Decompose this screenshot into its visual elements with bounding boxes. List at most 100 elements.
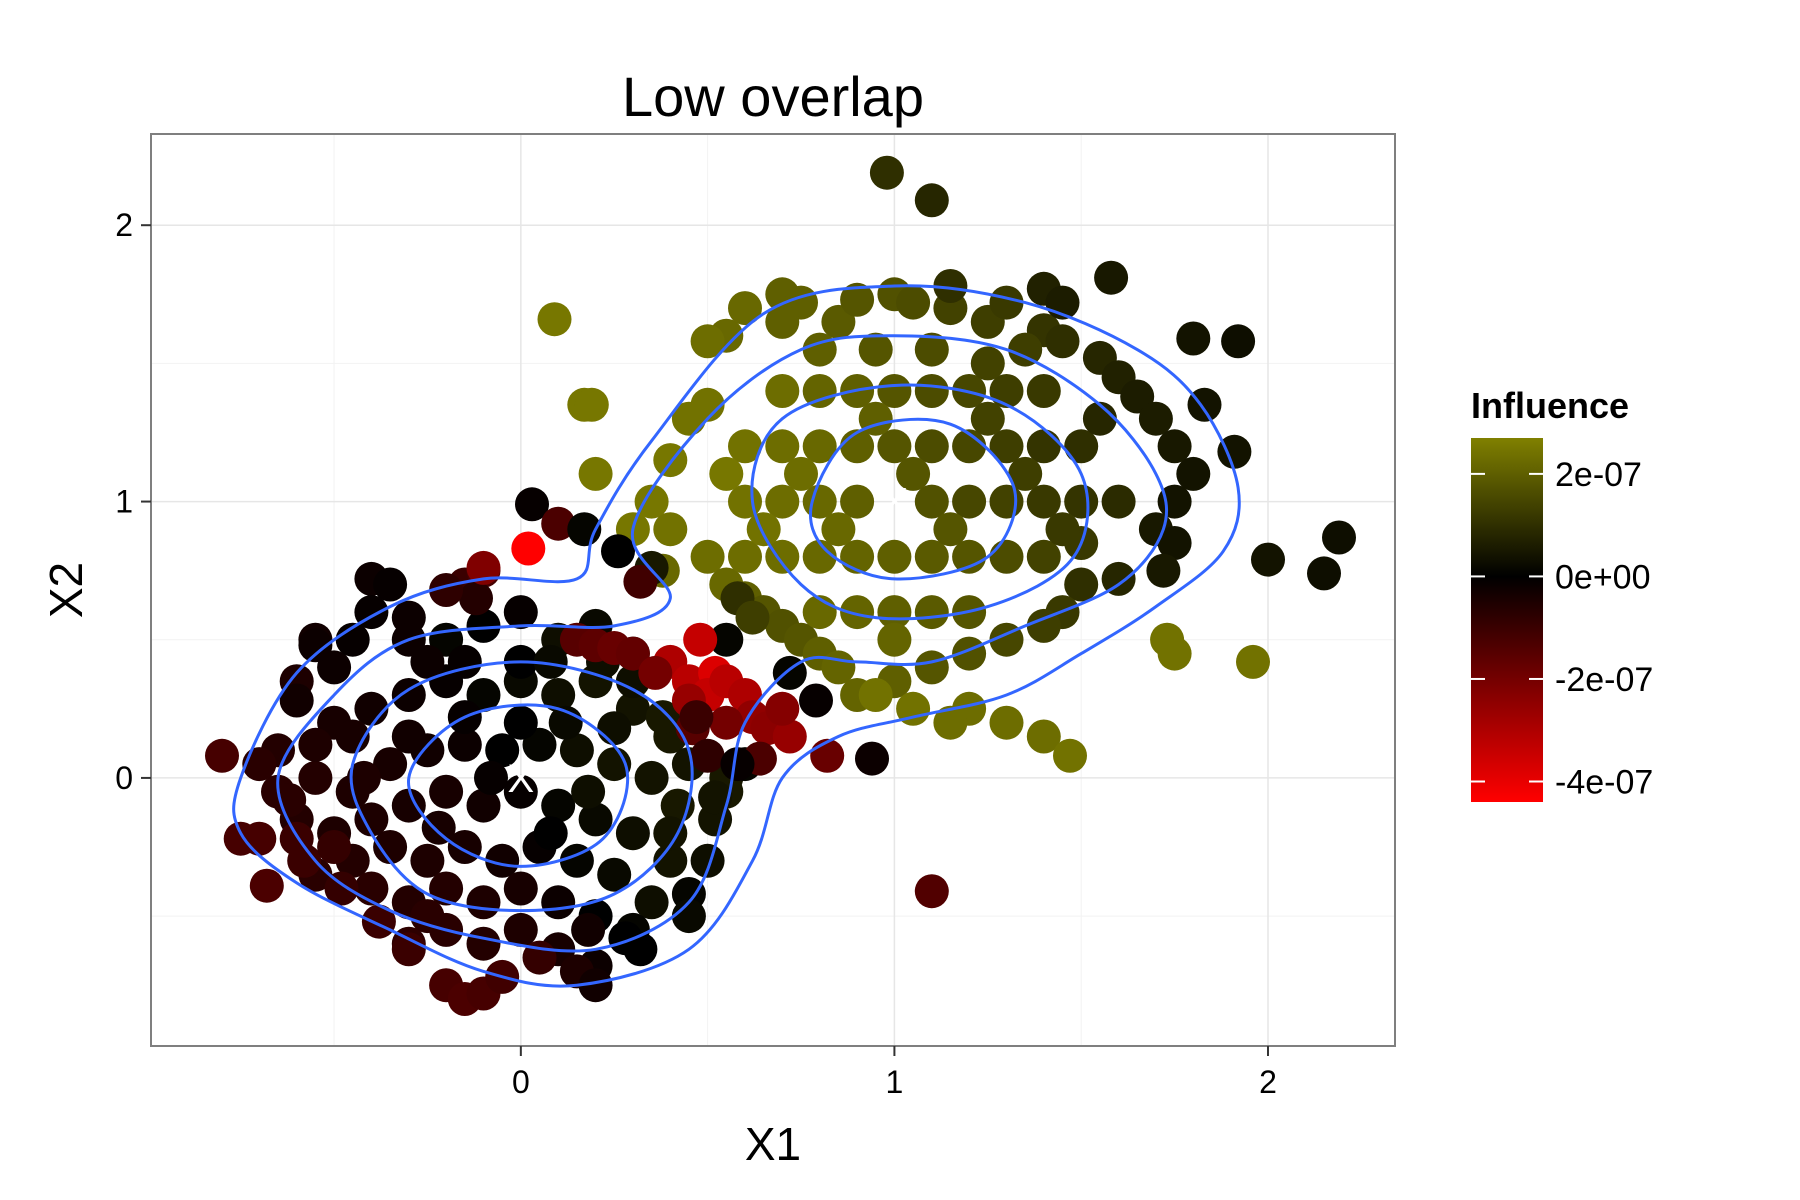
- data-point: [802, 374, 837, 408]
- x-tick-label: 1: [886, 1064, 904, 1100]
- data-point: [728, 539, 762, 574]
- legend-tick-label: 2e-07: [1555, 456, 1642, 494]
- data-point: [466, 550, 501, 585]
- data-point: [1064, 429, 1099, 464]
- data-point: [690, 843, 725, 878]
- data-point: [466, 608, 501, 643]
- data-point: [391, 678, 426, 712]
- data-point: [1307, 556, 1341, 591]
- data-point: [690, 738, 725, 773]
- data-point: [1082, 401, 1117, 436]
- data-point: [933, 705, 968, 740]
- data-point: [578, 968, 613, 1003]
- legend-tick-label: -4e-07: [1555, 763, 1653, 801]
- legend-tick-label: 0e+00: [1555, 558, 1651, 596]
- data-point: [354, 802, 389, 837]
- data-point: [541, 506, 576, 541]
- data-point: [298, 628, 333, 663]
- data-point: [634, 885, 669, 920]
- data-point: [802, 332, 837, 367]
- data-point: [989, 429, 1024, 464]
- chart-title: Low overlap: [622, 65, 924, 128]
- data-point: [855, 741, 889, 776]
- data-point: [877, 622, 912, 657]
- data-point: [279, 683, 314, 718]
- data-point: [914, 183, 949, 218]
- data-point: [720, 747, 755, 782]
- data-point: [914, 650, 949, 685]
- data-point: [571, 774, 606, 809]
- legend-ticks: 2e-07 0e+00 -2e-07 -4e-07: [1471, 456, 1653, 801]
- data-point: [914, 484, 949, 519]
- contour-line: [407, 703, 630, 868]
- data-point: [1146, 553, 1181, 588]
- data-point: [298, 727, 333, 762]
- data-point: [765, 484, 800, 519]
- data-point: [645, 700, 680, 735]
- data-point: [533, 644, 568, 679]
- data-point: [429, 573, 464, 607]
- y-tick-label: 2: [115, 207, 133, 243]
- data-point: [574, 387, 609, 422]
- data-point: [410, 899, 445, 934]
- data-point: [952, 539, 987, 574]
- data-point: [1217, 434, 1252, 469]
- data-point: [821, 650, 856, 685]
- data-point: [1236, 644, 1270, 679]
- data-point: [653, 843, 688, 878]
- data-point: [709, 705, 744, 740]
- data-point: [1157, 526, 1192, 560]
- data-point: [952, 484, 987, 519]
- data-point: [952, 429, 987, 464]
- data-point: [324, 871, 359, 906]
- data-point: [615, 636, 650, 671]
- data-point: [503, 705, 538, 740]
- data-point: [970, 346, 1005, 381]
- x-tick-label: 2: [1259, 1064, 1277, 1100]
- data-point: [601, 534, 635, 569]
- data-point: [242, 821, 277, 856]
- data-point: [799, 683, 833, 718]
- data-point: [541, 788, 576, 823]
- data-point: [914, 332, 949, 367]
- data-point: [989, 539, 1024, 574]
- data-point: [933, 512, 968, 547]
- cluster-center-marker: X: [881, 481, 908, 525]
- data-point: [690, 539, 725, 574]
- data-point: [503, 595, 538, 630]
- data-point: [1026, 374, 1061, 408]
- data-point: [533, 816, 568, 851]
- data-point: [447, 644, 482, 679]
- data-point: [373, 747, 408, 782]
- data-point: [709, 622, 744, 657]
- data-point: [391, 932, 426, 967]
- data-point: [421, 810, 456, 845]
- data-point: [1150, 622, 1185, 657]
- data-point: [933, 269, 968, 303]
- data-point: [1094, 260, 1129, 295]
- data-point: [1176, 321, 1211, 356]
- data-point: [989, 705, 1024, 740]
- panel-border: [150, 133, 1396, 1047]
- data-point: [1101, 561, 1136, 596]
- plot-panel: XX: [150, 133, 1396, 1047]
- data-point: [410, 843, 445, 878]
- data-point: [354, 691, 389, 726]
- data-point: [914, 429, 949, 464]
- data-point: [896, 456, 931, 491]
- data-point: [623, 564, 658, 599]
- data-point: [578, 456, 613, 491]
- data-point: [511, 531, 546, 566]
- data-point: [298, 760, 333, 795]
- data-point: [615, 816, 650, 851]
- data-point: [485, 843, 520, 878]
- legend: Influence 2e-07 0e+00 -2e-07 -4e-07: [1471, 385, 1653, 802]
- data-point: [914, 595, 949, 630]
- contour-line: [349, 660, 694, 913]
- data-point: [735, 600, 770, 635]
- data-point: [970, 401, 1005, 436]
- data-point: [578, 802, 613, 837]
- data-point: [765, 304, 800, 339]
- data-point: [1026, 539, 1061, 574]
